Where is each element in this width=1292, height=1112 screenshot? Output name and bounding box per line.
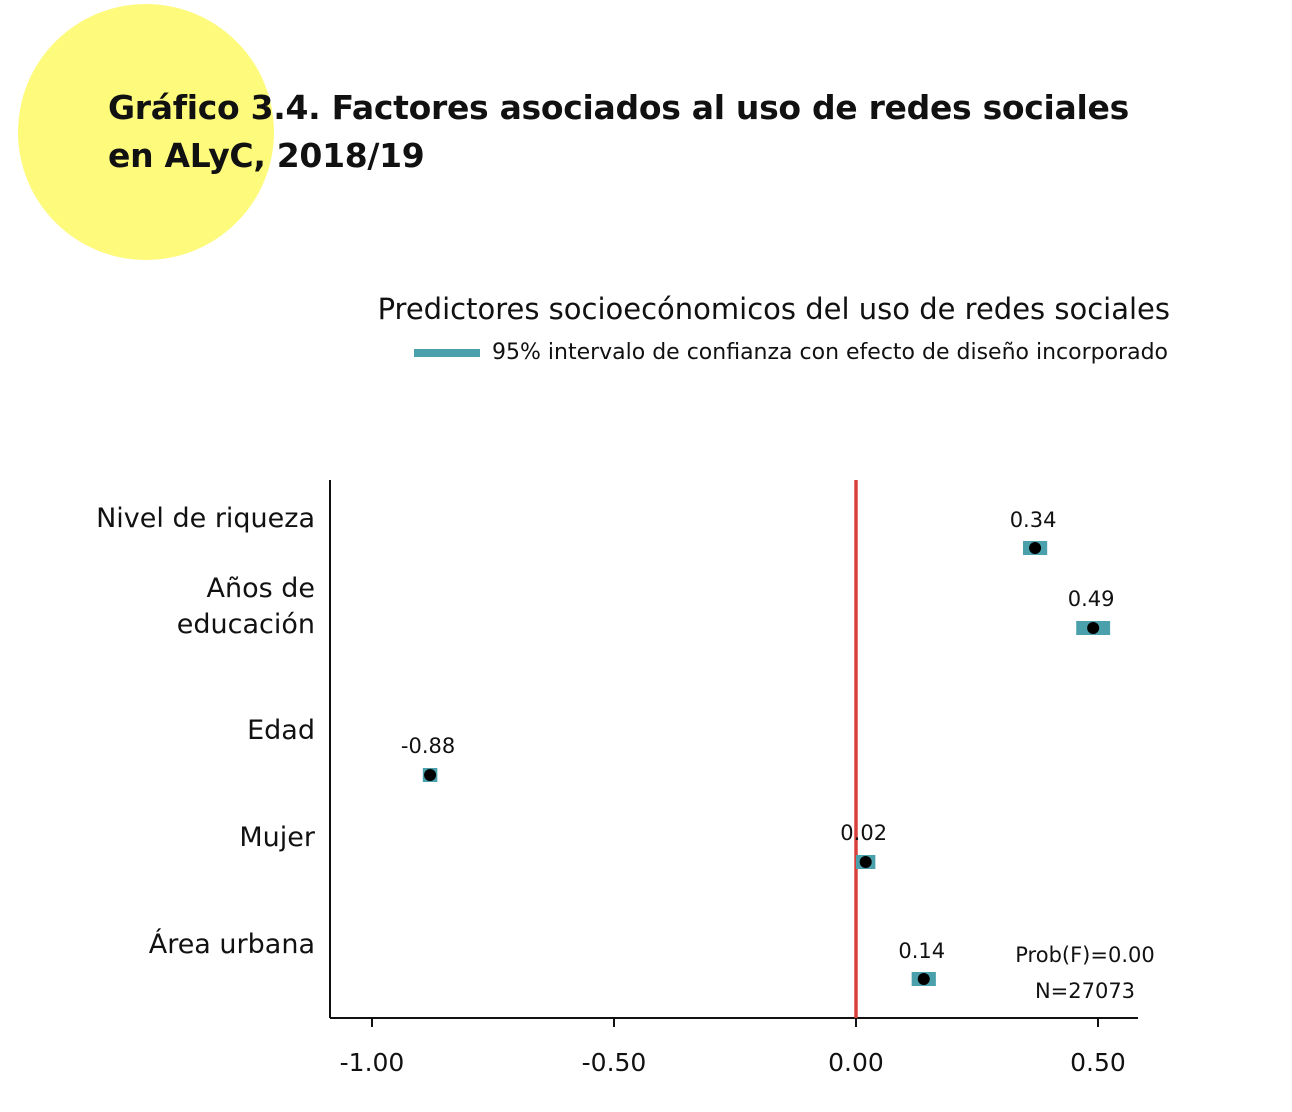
x-tick-label: 0.50 [1070, 1048, 1126, 1077]
category-label: Años de [206, 573, 315, 604]
stats-annotation: N=27073 [1035, 979, 1135, 1003]
chart-subtitle: Predictores socioecónomicos del uso de r… [377, 292, 1170, 326]
point-estimate [424, 769, 437, 781]
category-label: Área urbana [149, 928, 315, 960]
figure-heading: Gráfico 3.4. Factores asociados al uso d… [108, 84, 1258, 180]
value-label: 0.34 [1010, 508, 1057, 532]
point-estimate [1087, 622, 1100, 634]
value-label: 0.02 [840, 821, 887, 845]
value-label: 0.14 [898, 939, 945, 963]
legend-label-ci: 95% intervalo de confianza con efecto de… [492, 340, 1168, 365]
point-estimate [1029, 542, 1042, 554]
category-label: educación [177, 609, 315, 640]
point-estimate [859, 856, 872, 868]
legend-swatch-ci [414, 348, 480, 357]
category-label: Mujer [239, 822, 316, 853]
category-label: Edad [247, 715, 315, 746]
category-label: Nivel de riqueza [96, 503, 315, 534]
x-tick-label: -1.00 [340, 1048, 405, 1077]
stats-annotation: Prob(F)=0.00 [1015, 943, 1154, 967]
figure-heading-line-2: en ALyC, 2018/19 [108, 136, 425, 175]
value-label: -0.88 [401, 734, 455, 758]
point-estimate [917, 973, 930, 985]
x-tick-label: -0.50 [582, 1048, 647, 1077]
figure-heading-line-1: Gráfico 3.4. Factores asociados al uso d… [108, 88, 1129, 127]
x-tick-label: 0.00 [828, 1048, 884, 1077]
value-label: 0.49 [1068, 587, 1115, 611]
highlight-circle [18, 4, 274, 260]
chart-legend: 95% intervalo de confianza con efecto de… [414, 340, 1168, 365]
